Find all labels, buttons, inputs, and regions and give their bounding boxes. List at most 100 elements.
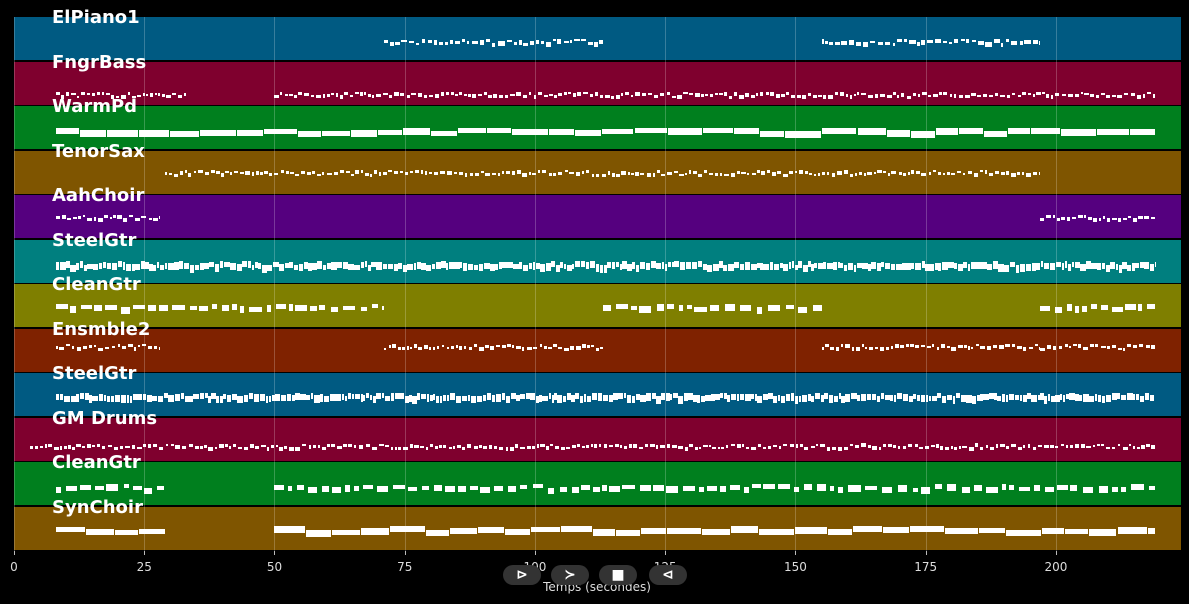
note [892,91,896,96]
note [914,443,918,448]
note [350,95,353,98]
note [1055,395,1060,402]
note [533,262,536,270]
note [813,173,817,177]
tick-mark [925,551,927,555]
note [817,173,821,176]
note [280,170,285,174]
note [934,39,942,43]
note [1037,394,1040,401]
note [288,304,294,311]
note [520,394,526,400]
note [904,38,908,43]
note [795,443,799,448]
note [535,395,539,404]
note [501,171,505,174]
note [777,394,781,402]
note [673,171,679,174]
note [1075,93,1080,98]
note [828,94,833,99]
note [65,92,70,96]
note [591,345,595,348]
note [695,446,698,450]
note [498,41,505,46]
note [376,393,382,400]
note [548,94,553,97]
note [501,392,506,400]
note [886,346,889,351]
track-lane [14,239,1181,283]
note [640,528,667,534]
play-button[interactable]: ≻ [551,565,589,585]
note [884,262,891,270]
note [829,485,835,492]
note [873,172,876,175]
note [533,94,536,99]
note [439,396,443,403]
note [631,172,634,175]
note [790,95,795,99]
note [770,92,774,96]
note [965,95,971,99]
note [114,394,120,402]
note [1112,345,1116,348]
note [993,39,1000,43]
note [548,392,552,399]
note [214,446,218,450]
tick-mark [1055,551,1057,555]
note [540,264,546,272]
note [750,264,757,271]
note [595,92,599,97]
note [106,396,111,403]
note [1151,444,1155,449]
note [698,446,702,450]
note [694,306,707,312]
note [80,130,107,138]
note [431,263,436,269]
note [360,261,364,268]
note [971,39,977,43]
note [1019,394,1023,401]
note [1032,40,1038,44]
note [1060,129,1096,136]
note [163,392,168,399]
note [985,445,988,448]
next-button[interactable]: ⊲ [649,565,687,585]
note [401,393,405,400]
note [1121,486,1127,493]
note [498,94,503,99]
note [165,443,169,446]
note [390,526,425,532]
note [93,305,103,312]
note [1075,394,1079,401]
note [1087,216,1092,221]
note [122,262,126,271]
note [924,445,929,450]
stop-button[interactable]: ■ [599,565,637,585]
note [142,394,147,401]
note [854,445,860,449]
note [540,444,545,447]
note [543,345,547,350]
note [995,444,999,448]
note [353,485,359,492]
note [861,443,867,447]
note [655,445,658,450]
note [602,394,609,401]
note [482,446,488,449]
note [572,264,575,270]
note [632,262,636,269]
note [1011,344,1016,347]
prev-button[interactable]: ⊳ [503,565,541,585]
note [667,172,672,176]
note [728,264,734,272]
note [948,41,953,44]
note [530,526,560,532]
note [843,264,848,272]
note [980,345,985,350]
note [86,218,92,222]
note [533,484,544,489]
note [1007,95,1011,99]
note [289,262,294,268]
note [110,395,115,403]
